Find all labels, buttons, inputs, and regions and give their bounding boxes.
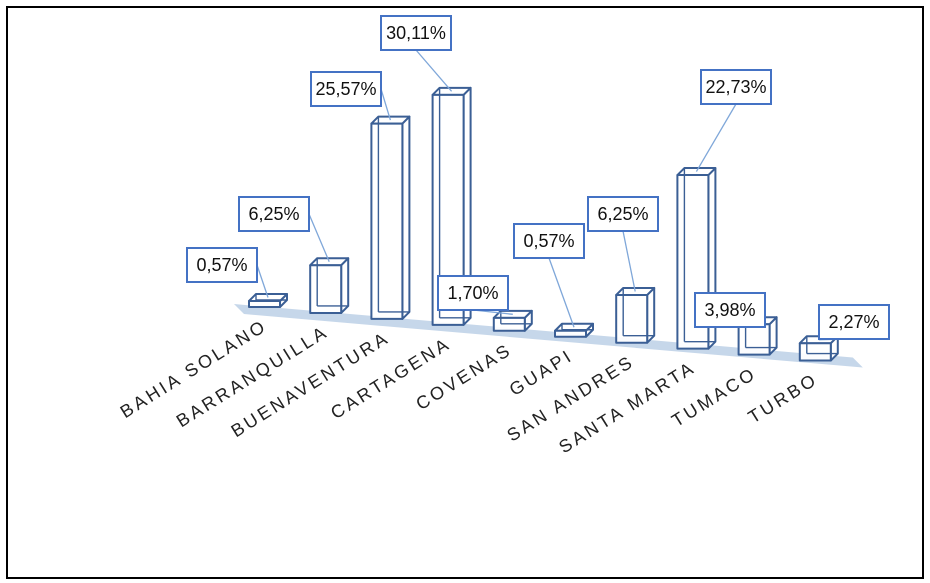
svg-text:22,73%: 22,73% <box>705 77 766 97</box>
svg-text:2,27%: 2,27% <box>828 312 879 332</box>
bar-chart: 0,57% 6,25% 25,57% 30,11% 1,70% 0,57% 6,25% 22,… <box>117 15 890 457</box>
leader-line <box>695 103 737 172</box>
data-label-9: 3,98% <box>694 292 766 328</box>
svg-text:0,57%: 0,57% <box>196 255 247 275</box>
bar-barranquilla <box>309 257 350 314</box>
category-label: CARTAGENA <box>327 333 454 423</box>
svg-text:1,70%: 1,70% <box>447 283 498 303</box>
chart-frame: 0,57% 6,25% 25,57% 30,11% 1,70% 0,57% 6,25% 22,… <box>6 6 924 579</box>
svg-text:0,57%: 0,57% <box>523 231 574 251</box>
svg-text:6,25%: 6,25% <box>248 204 299 224</box>
data-label-2: 6,25% <box>238 196 310 232</box>
svg-text:6,25%: 6,25% <box>597 204 648 224</box>
leader-line <box>308 213 330 262</box>
data-label-1: 0,57% <box>186 247 258 283</box>
leader-line <box>622 230 636 292</box>
leader-line <box>380 88 392 121</box>
data-label-10: 2,27% <box>818 304 890 340</box>
data-label-4: 30,11% <box>380 15 452 51</box>
data-label-5: 1,70% <box>437 275 509 311</box>
svg-text:3,98%: 3,98% <box>704 300 755 320</box>
data-label-7: 6,25% <box>587 196 659 232</box>
bar-san-andres <box>615 286 656 344</box>
data-label-3: 25,57% <box>310 71 382 107</box>
leader-line <box>256 264 269 298</box>
data-label-8: 22,73% <box>700 69 772 105</box>
leader-line <box>548 257 575 328</box>
svg-text:25,57%: 25,57% <box>315 79 376 99</box>
data-label-6: 0,57% <box>513 223 585 259</box>
bar-buenaventura <box>370 115 411 320</box>
svg-text:30,11%: 30,11% <box>386 23 446 43</box>
leader-line <box>415 49 453 92</box>
